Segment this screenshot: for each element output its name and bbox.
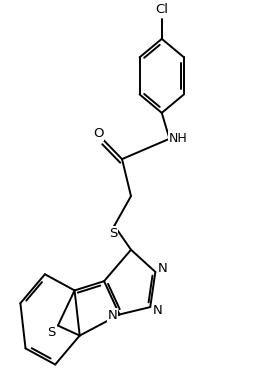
Text: O: O bbox=[93, 128, 104, 141]
Text: Cl: Cl bbox=[155, 3, 168, 16]
Text: S: S bbox=[109, 227, 117, 240]
Text: S: S bbox=[47, 326, 56, 339]
Text: NH: NH bbox=[168, 131, 187, 144]
Text: N: N bbox=[152, 304, 162, 317]
Text: N: N bbox=[158, 262, 168, 275]
Text: N: N bbox=[107, 309, 117, 322]
